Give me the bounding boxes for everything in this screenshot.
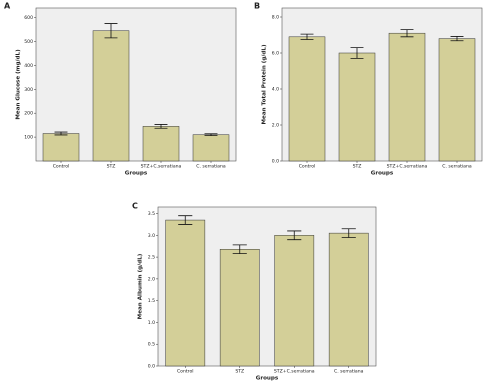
y-axis-title: Mean Total Protein (g/dL) (262, 44, 268, 124)
y-tick-label: 4.0 (272, 87, 279, 93)
error-bar (341, 228, 356, 238)
y-tick-label: 1.0 (148, 320, 155, 326)
y-tick-label: 300 (24, 87, 33, 93)
panel-label: B (254, 2, 260, 11)
y-tick-label: 500 (24, 39, 33, 45)
x-tick-label: STZ (353, 164, 362, 170)
y-tick-label: 3.5 (148, 211, 155, 217)
y-axis-title: Mean Albumin (g/dL) (138, 253, 144, 319)
x-tick-label: STZ+C.serratiana (274, 369, 315, 375)
y-tick-label: 0.5 (148, 342, 155, 348)
y-tick-label: 600 (24, 15, 33, 21)
error-bar (450, 36, 464, 42)
x-tick-label: Control (177, 369, 194, 375)
bar (192, 134, 230, 162)
x-axis-title: Groups (256, 376, 279, 382)
error-bar (300, 33, 314, 40)
error-bar (178, 215, 193, 225)
bar (438, 38, 476, 162)
y-tick-label: 0.0 (272, 159, 279, 165)
error-bar (54, 131, 68, 136)
y-tick-label: 6.0 (272, 51, 279, 57)
error-bar (104, 23, 118, 39)
bar (142, 126, 180, 162)
error-bar (400, 29, 414, 38)
x-axis-title: Groups (125, 171, 148, 177)
x-tick-label: STZ (235, 369, 244, 375)
y-tick-label: 0.0 (148, 364, 155, 370)
x-tick-label: Control (299, 164, 316, 170)
y-tick-label: 400 (24, 63, 33, 69)
y-tick-label: 8.0 (272, 15, 279, 21)
error-bar (232, 244, 247, 255)
x-tick-label: STZ+C.serratiana (387, 164, 428, 170)
error-bar (154, 124, 168, 129)
bar (219, 249, 260, 367)
bar (328, 232, 369, 367)
y-tick-label: 3.0 (148, 233, 155, 239)
error-bar (287, 230, 302, 241)
bar (288, 36, 326, 162)
bar (388, 32, 426, 162)
x-tick-label: C. serratiana (442, 164, 472, 170)
y-tick-label: 2.5 (148, 255, 155, 261)
x-tick-label: STZ (107, 164, 116, 170)
y-tick-label: 100 (24, 135, 33, 141)
y-tick-label: 1.5 (148, 298, 155, 304)
bar (338, 52, 376, 162)
bar (42, 133, 80, 162)
bar (92, 30, 130, 162)
panel-label: C (132, 202, 138, 211)
x-tick-label: Control (53, 164, 70, 170)
y-tick-label: 200 (24, 111, 33, 117)
panel-label: A (4, 2, 11, 11)
x-tick-label: C. serratiana (196, 164, 226, 170)
error-bar (204, 133, 218, 137)
bar (165, 219, 206, 367)
error-bar (350, 47, 364, 59)
y-axis-title: Mean Glucose (mg/dL) (16, 49, 22, 120)
x-tick-label: STZ+C.serratiana (141, 164, 182, 170)
x-axis-title: Groups (371, 171, 394, 177)
x-tick-label: C. serratiana (334, 369, 364, 375)
y-tick-label: 2.0 (148, 276, 155, 282)
bar (274, 235, 315, 367)
y-tick-label: 2.0 (272, 123, 279, 129)
